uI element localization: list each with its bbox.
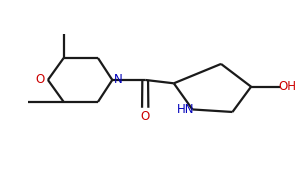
- Text: OH: OH: [278, 80, 296, 93]
- Text: O: O: [140, 110, 150, 123]
- Text: N: N: [114, 73, 123, 86]
- Text: HN: HN: [177, 103, 195, 116]
- Text: O: O: [35, 73, 45, 86]
